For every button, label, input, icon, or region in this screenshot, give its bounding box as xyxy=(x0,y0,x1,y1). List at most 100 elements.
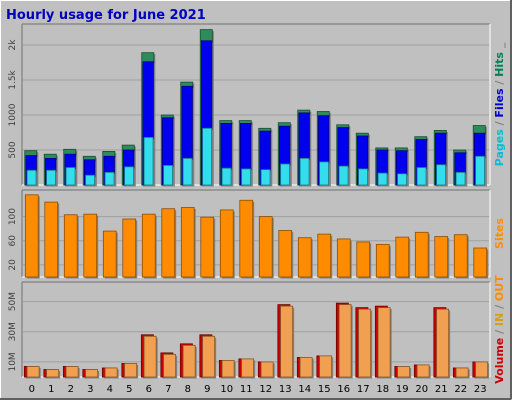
bar-out-8 xyxy=(182,344,197,379)
bar-out-4 xyxy=(104,367,119,379)
panel-volume-hour-23 xyxy=(472,361,490,379)
bar-sites-16 xyxy=(336,238,352,279)
bar-out-6-fill xyxy=(143,335,157,378)
x-tick-label-hour-1: 1 xyxy=(48,384,54,395)
panel-volume-hour-7 xyxy=(160,352,178,379)
bar-sites-14 xyxy=(297,237,313,279)
bar-pages-13 xyxy=(280,163,292,187)
panel-hits-hour-1 xyxy=(43,153,58,187)
bar-out-15 xyxy=(319,355,334,379)
panel-hits-hour-8 xyxy=(180,81,195,187)
panel-sites-hour-4 xyxy=(102,230,118,279)
bar-pages-11 xyxy=(241,168,253,187)
bar-out-13-fill xyxy=(280,305,294,378)
legend-part: Hits xyxy=(493,52,506,77)
bar-sites-23 xyxy=(473,247,489,279)
x-tick-label-hour-13: 13 xyxy=(279,384,292,395)
panel-hits-ytick-label: 2k xyxy=(8,39,18,51)
panel-hits-hour-23 xyxy=(472,125,487,187)
bar-out-15-fill xyxy=(319,355,333,378)
chart-panels: 500 1000 1.5k 2k Pages / Files / Hits _ 20 60 1… xyxy=(8,23,506,384)
bar-out-9 xyxy=(202,335,217,379)
panel-sites-hour-0 xyxy=(24,194,40,279)
bar-pages-16-fill xyxy=(338,165,349,186)
bar-pages-1-fill xyxy=(46,169,56,186)
legend-part: / xyxy=(493,326,506,338)
bar-sites-8-fill xyxy=(180,207,195,278)
bar-sites-12 xyxy=(258,216,274,279)
bar-pages-16 xyxy=(338,165,350,187)
panel-hits-hour-6 xyxy=(141,52,156,187)
bar-out-6 xyxy=(143,335,158,379)
x-tick-label-hour-19: 19 xyxy=(396,384,409,395)
bar-pages-15 xyxy=(319,161,331,187)
panel-hits-hour-19 xyxy=(394,147,409,187)
bar-pages-10 xyxy=(221,167,233,187)
bar-pages-9-fill xyxy=(202,127,212,186)
bar-sites-14-fill xyxy=(297,237,312,278)
panel-hits-hour-20 xyxy=(414,136,429,187)
panel-sites-legend-label: Sites xyxy=(493,218,506,249)
panel-hits-hour-14 xyxy=(297,109,312,187)
bar-sites-18-fill xyxy=(375,243,390,278)
x-tick-label-hour-10: 10 xyxy=(220,384,233,395)
panel-sites-ytick-label: 60 xyxy=(8,235,18,247)
panel-sites-hour-3 xyxy=(83,213,99,279)
panel-sites-hour-20 xyxy=(414,231,430,279)
bar-pages-18 xyxy=(377,172,389,187)
bar-pages-11-fill xyxy=(241,168,251,186)
bar-pages-4 xyxy=(104,171,116,187)
panel-hits-hour-5 xyxy=(121,144,136,187)
bar-pages-6-fill xyxy=(143,136,154,186)
bar-pages-0-fill xyxy=(26,169,37,186)
panel-volume-hour-18 xyxy=(374,305,392,379)
bar-pages-0 xyxy=(26,169,38,187)
bar-sites-7-fill xyxy=(161,208,176,278)
panel-sites-hour-2 xyxy=(63,214,79,279)
bar-sites-17 xyxy=(356,241,372,279)
panel-volume-hour-2 xyxy=(62,366,80,379)
panel-volume: 10M 30M 50M Volume / IN / OUT xyxy=(8,275,506,384)
bar-pages-19 xyxy=(397,173,409,187)
panel-hits-hour-12 xyxy=(258,127,273,187)
bar-sites-3-fill xyxy=(83,213,98,278)
panel-sites-hour-18 xyxy=(375,243,391,279)
bar-pages-10-fill xyxy=(221,167,232,186)
bar-pages-5-fill xyxy=(124,166,134,186)
x-tick-label-hour-17: 17 xyxy=(357,384,370,395)
x-tick-label-hour-7: 7 xyxy=(165,384,171,395)
bar-out-14 xyxy=(299,356,314,379)
bar-out-5 xyxy=(124,363,139,379)
bar-sites-4 xyxy=(102,230,118,279)
bar-out-0 xyxy=(26,366,41,379)
bar-pages-5 xyxy=(124,166,136,187)
bar-pages-20 xyxy=(416,167,428,187)
panel-volume-hour-19 xyxy=(394,366,412,379)
bar-out-20 xyxy=(416,364,431,379)
panel-volume-hour-21 xyxy=(433,307,451,379)
x-tick-label-hour-22: 22 xyxy=(454,384,467,395)
bar-pages-13-fill xyxy=(280,163,290,186)
legend-part: Pages xyxy=(493,129,506,167)
legend-part: Sites xyxy=(493,218,506,249)
bar-out-19-fill xyxy=(397,366,411,378)
bar-out-17-fill xyxy=(358,308,372,378)
bar-sites-20 xyxy=(414,231,430,279)
bar-out-18-fill xyxy=(377,307,391,378)
bar-sites-3 xyxy=(83,213,99,279)
bar-pages-8-fill xyxy=(182,157,193,186)
bar-sites-18 xyxy=(375,243,391,279)
panel-volume-hour-14 xyxy=(296,356,314,379)
panel-sites-hour-7 xyxy=(161,208,177,279)
bar-out-2-fill xyxy=(65,366,79,378)
panel-volume-hour-12 xyxy=(257,361,275,379)
bar-pages-1 xyxy=(46,169,58,187)
bar-out-16-fill xyxy=(338,304,352,378)
bar-pages-7 xyxy=(163,164,175,187)
panel-hits-hour-7 xyxy=(160,114,175,187)
bar-out-8-fill xyxy=(182,344,196,378)
x-tick-label-hour-20: 20 xyxy=(415,384,428,395)
panel-volume-hour-0 xyxy=(23,366,41,379)
bar-sites-0 xyxy=(24,194,40,279)
